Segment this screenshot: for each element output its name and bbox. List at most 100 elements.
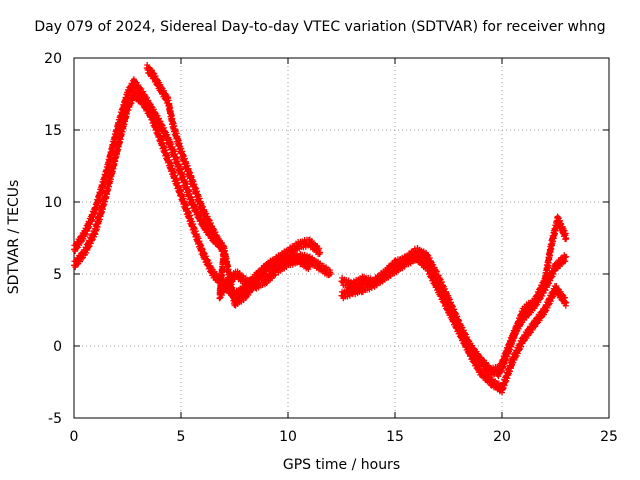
data-point <box>545 301 552 308</box>
data-point <box>499 362 506 369</box>
data-point <box>179 148 186 155</box>
data-point <box>316 245 323 252</box>
data-point <box>306 263 313 270</box>
data-point <box>187 194 194 201</box>
series-track-b <box>71 76 324 309</box>
data-point <box>187 215 194 222</box>
data-point <box>172 150 179 157</box>
data-point <box>547 277 554 284</box>
data-point <box>76 242 83 249</box>
data-point <box>181 155 188 162</box>
data-point <box>495 373 502 380</box>
data-point <box>90 214 97 221</box>
data-point <box>135 82 142 89</box>
data-point <box>557 217 564 224</box>
data-point <box>89 237 96 244</box>
data-point <box>504 375 511 382</box>
data-point <box>190 199 197 206</box>
data-point <box>509 336 516 343</box>
y-tick-label: 5 <box>53 267 62 283</box>
data-point <box>91 210 98 217</box>
data-point <box>231 301 238 308</box>
data-point <box>170 147 177 154</box>
data-point <box>184 205 191 212</box>
data-point <box>518 343 525 350</box>
x-tick-label: 10 <box>279 429 297 445</box>
data-point <box>196 238 203 245</box>
data-point <box>137 85 144 92</box>
y-tick-label: 20 <box>44 51 62 67</box>
data-point <box>153 76 160 83</box>
data-point <box>186 212 193 219</box>
data-point <box>535 299 542 306</box>
data-point <box>484 362 491 369</box>
data-point <box>448 299 455 306</box>
data-point <box>152 72 159 79</box>
data-point <box>514 350 521 357</box>
data-point <box>449 303 456 310</box>
data-point <box>520 338 527 345</box>
data-point <box>169 165 176 172</box>
data-point <box>199 246 206 253</box>
data-point <box>438 279 445 286</box>
data-point <box>317 249 324 256</box>
data-point <box>547 298 554 305</box>
plot-frame <box>73 57 610 419</box>
data-point <box>162 91 169 98</box>
data-point <box>516 346 523 353</box>
data-point <box>77 238 84 245</box>
chart-title: Day 079 of 2024, Sidereal Day-to-day VTE… <box>34 19 606 35</box>
series-track-f <box>494 252 570 380</box>
data-point <box>544 304 551 311</box>
data-point <box>190 220 197 227</box>
data-point <box>465 337 472 344</box>
x-tick-label: 5 <box>177 429 186 445</box>
data-point <box>563 253 570 260</box>
data-point <box>451 306 458 313</box>
data-point <box>166 157 173 164</box>
axis-ticks: 0 5 10 15 20 25 -5 0 5 10 15 20 <box>44 51 618 445</box>
data-point <box>563 235 570 241</box>
data-point <box>148 103 155 110</box>
data-point <box>548 274 555 281</box>
data-point <box>511 332 518 339</box>
x-tick-label: 15 <box>386 429 404 445</box>
data-point <box>88 217 95 224</box>
data-point <box>501 359 508 366</box>
data-point <box>204 256 211 263</box>
y-tick-label: 0 <box>53 339 62 355</box>
data-point <box>498 366 505 373</box>
data-point <box>203 253 210 260</box>
data-point <box>200 250 207 257</box>
data-point <box>348 278 355 285</box>
data-point <box>158 121 165 128</box>
data-point <box>87 221 94 228</box>
data-point <box>470 345 477 352</box>
data-point <box>550 271 557 278</box>
data-point <box>87 240 94 247</box>
x-axis-label: GPS time / hours <box>282 457 401 473</box>
x-tick-label: 25 <box>600 429 618 445</box>
data-point <box>185 187 192 194</box>
data-point <box>502 378 509 385</box>
data-point <box>194 188 201 195</box>
y-tick-label: 15 <box>44 123 62 139</box>
data-point <box>185 208 192 215</box>
data-point <box>216 295 223 302</box>
data-point <box>508 340 515 347</box>
series-track-e <box>338 213 570 379</box>
data-point <box>184 183 191 190</box>
data-point <box>150 69 157 76</box>
data-point <box>161 87 168 94</box>
data-point <box>78 255 85 262</box>
data-point <box>191 181 198 188</box>
data-point <box>455 316 462 323</box>
data-point <box>186 190 193 197</box>
data-points <box>71 61 570 396</box>
data-point <box>207 219 214 226</box>
y-tick-label: -5 <box>48 411 62 427</box>
data-point <box>160 124 167 131</box>
data-point <box>424 251 431 258</box>
series-track-c <box>143 61 313 302</box>
